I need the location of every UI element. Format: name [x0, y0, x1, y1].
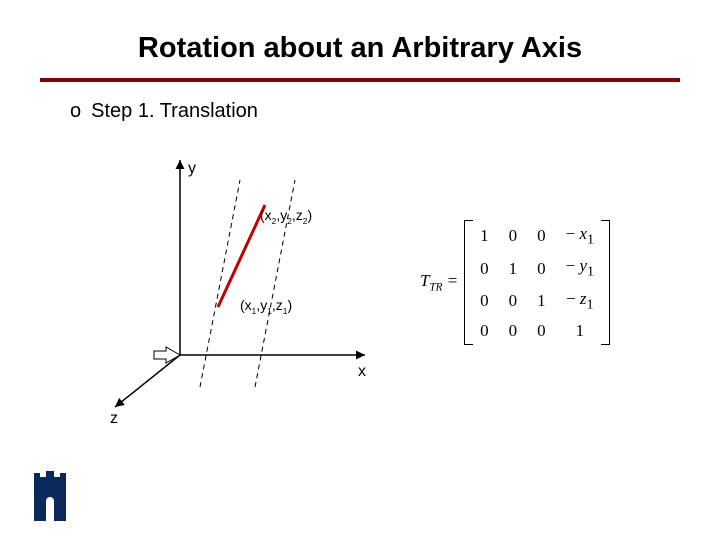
- bullet-marker: o: [70, 100, 81, 123]
- matrix-cell: 0: [499, 220, 528, 252]
- axis-diagram: y x z (x2,y2,z2) (x1,y1,z1): [110, 155, 380, 415]
- matrix-lhs: TTR =: [420, 271, 458, 293]
- matrix-cell: 0: [527, 317, 556, 345]
- y-axis-label: y: [188, 160, 196, 178]
- matrix-cell: 0: [499, 285, 528, 317]
- translation-arrow-icon: [154, 347, 180, 363]
- z-axis: [115, 355, 180, 407]
- matrix-cell: − y1: [556, 252, 604, 284]
- rotation-axis-segment: [218, 205, 265, 307]
- matrix-cell: 0: [499, 317, 528, 345]
- matrix-cell: 1: [470, 220, 499, 252]
- dashed-line-1: [200, 180, 240, 387]
- matrix-cell: 0: [527, 220, 556, 252]
- matrix-table: 100− x1010− y1001− z10001: [470, 220, 604, 345]
- matrix-cell: − x1: [556, 220, 604, 252]
- translation-matrix: TTR = 100− x1010− y1001− z10001: [420, 220, 610, 345]
- matrix-cell: 0: [470, 285, 499, 317]
- x-axis-label: x: [358, 363, 366, 381]
- slide-title: Rotation about an Arbitrary Axis: [0, 32, 720, 65]
- castle-logo-icon: [28, 465, 72, 526]
- matrix-cell: 1: [556, 317, 604, 345]
- matrix-equals: =: [442, 271, 458, 290]
- matrix-subscript: TR: [429, 282, 442, 294]
- bullet-step1: o Step 1. Translation: [70, 100, 258, 123]
- bullet-text: Step 1. Translation: [91, 100, 258, 123]
- point-label-p2: (x2,y2,z2): [260, 207, 312, 226]
- matrix-cell: − z1: [556, 285, 604, 317]
- logo-svg: [28, 465, 72, 521]
- title-underline: [40, 78, 680, 82]
- diagram-svg: [110, 155, 380, 425]
- matrix-cell: 0: [527, 252, 556, 284]
- point-label-p1: (x1,y1,z1): [240, 297, 292, 316]
- matrix-cell: 1: [499, 252, 528, 284]
- z-axis-label: z: [110, 410, 118, 428]
- matrix-cell: 0: [470, 317, 499, 345]
- matrix-cell: 0: [470, 252, 499, 284]
- matrix-cell: 1: [527, 285, 556, 317]
- matrix-brackets: 100− x1010− y1001− z10001: [464, 220, 610, 345]
